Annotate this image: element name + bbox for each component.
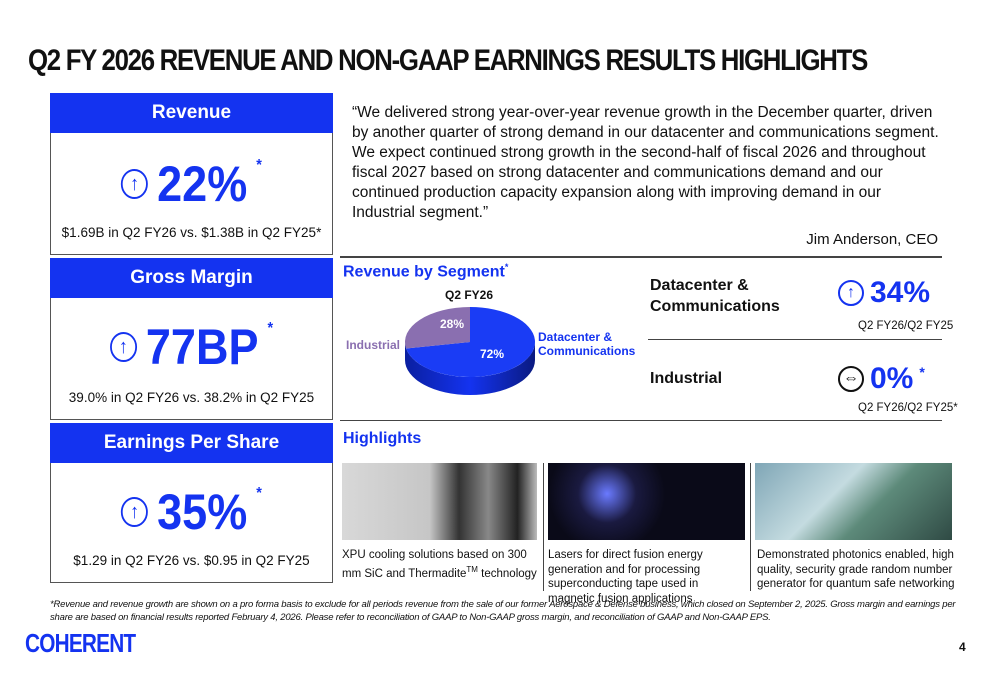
data-label-industrial: 28% bbox=[440, 317, 465, 331]
pie-title: Q2 FY26 bbox=[445, 288, 494, 302]
fusion-laser-image bbox=[548, 463, 745, 540]
divider bbox=[340, 256, 942, 258]
gross-margin-card: ↑ 77BP * 39.0% in Q2 FY26 vs. 38.2% in Q2 … bbox=[50, 298, 333, 420]
metric-detail: $1.29 in Q2 FY26 vs. $0.95 in Q2 FY25 bbox=[73, 553, 310, 568]
asterisk: * bbox=[256, 485, 262, 502]
segment-name-datacenter: Datacenter & Communications bbox=[650, 277, 780, 315]
revenue-card: ↑ 22% * $1.69B in Q2 FY26 vs. $1.38B in Q2… bbox=[50, 133, 333, 255]
highlight-caption: XPU cooling solutions based on 300 mm Si… bbox=[342, 549, 537, 580]
eps-card: ↑ 35% * $1.29 in Q2 FY26 vs. $0.95 in Q2 F… bbox=[50, 463, 333, 583]
footnote: *Revenue and revenue growth are shown on… bbox=[50, 599, 956, 623]
arrow-up-circle-icon: ↑ bbox=[109, 332, 137, 362]
metric-value: 35% bbox=[157, 484, 248, 540]
quote-author: Jim Anderson, CEO bbox=[806, 231, 938, 248]
asterisk: * bbox=[256, 157, 262, 174]
data-label-datacenter: 72% bbox=[480, 347, 505, 361]
divider bbox=[648, 339, 942, 340]
revenue-header: Revenue bbox=[50, 93, 333, 133]
divider bbox=[543, 463, 544, 591]
legend-industrial: Industrial bbox=[346, 338, 401, 352]
asterisk: * bbox=[919, 364, 925, 380]
segment-pie-chart bbox=[405, 307, 535, 395]
metric-detail: $1.69B in Q2 FY26 vs. $1.38B in Q2 FY25* bbox=[61, 225, 322, 240]
pie-slice-industrial bbox=[405, 307, 470, 349]
segment-growth-value: 0% bbox=[870, 362, 914, 395]
photonics-chip-image bbox=[755, 463, 952, 540]
divider bbox=[750, 463, 751, 591]
pie-slice-datacenter bbox=[406, 307, 535, 377]
divider bbox=[340, 420, 942, 421]
highlight-caption: Demonstrated photonics enabled, high qua… bbox=[757, 549, 955, 590]
eps-header: Earnings Per Share bbox=[50, 423, 333, 463]
gross-margin-header: Gross Margin bbox=[50, 258, 333, 298]
page-number: 4 bbox=[959, 640, 966, 654]
arrow-sideways-circle-icon: ⇔ bbox=[838, 366, 864, 392]
ceo-quote: “We delivered strong year-over-year reve… bbox=[352, 104, 939, 221]
arrow-up-circle-icon: ↑ bbox=[121, 497, 149, 527]
segment-period: Q2 FY26/Q2 FY25 bbox=[858, 320, 954, 332]
legend-datacenter: Datacenter & Communications bbox=[538, 330, 636, 358]
metric-value: 22% bbox=[157, 156, 248, 212]
segment-period: Q2 FY26/Q2 FY25* bbox=[858, 402, 958, 414]
segment-growth-value: 34% bbox=[870, 276, 931, 309]
coherent-logo: COHERENT bbox=[25, 628, 136, 658]
highlight-caption: Lasers for direct fusion energy generati… bbox=[548, 549, 703, 605]
segment-heading: Revenue by Segment* bbox=[343, 262, 509, 281]
segment-name-industrial: Industrial bbox=[650, 370, 723, 387]
metric-detail: 39.0% in Q2 FY26 vs. 38.2% in Q2 FY25 bbox=[68, 390, 315, 405]
asterisk: * bbox=[267, 320, 274, 337]
sic-wafer-image bbox=[342, 463, 537, 540]
highlights-heading: Highlights bbox=[343, 430, 422, 447]
page-title: Q2 FY 2026 REVENUE AND NON-GAAP EARNINGS… bbox=[28, 44, 868, 77]
arrow-up-circle-icon: ↑ bbox=[121, 169, 149, 199]
metric-value: 77BP bbox=[145, 319, 259, 375]
pie-side bbox=[405, 342, 535, 395]
arrow-up-circle-icon: ↑ bbox=[838, 280, 864, 306]
